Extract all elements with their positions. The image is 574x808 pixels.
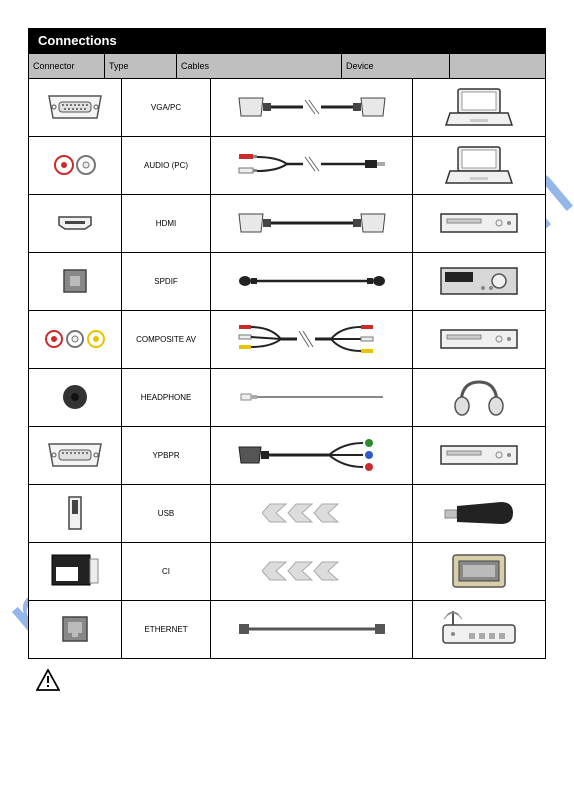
headphones-icon bbox=[449, 376, 509, 418]
table-row: ETHERNET bbox=[29, 601, 546, 659]
header-type: Type bbox=[105, 54, 177, 78]
table-row: COMPOSITE AV bbox=[29, 311, 546, 369]
type-cell: COMPOSITE AV bbox=[122, 311, 210, 369]
header-connector: Connector bbox=[29, 54, 105, 78]
device-cell bbox=[413, 543, 546, 601]
rca-rwy-icon bbox=[44, 328, 106, 350]
vga-cable-icon bbox=[237, 92, 387, 122]
ethernet-port-icon bbox=[60, 614, 90, 644]
warning-icon bbox=[36, 669, 60, 696]
type-cell: VGA/PC bbox=[122, 79, 210, 137]
table-row: YPBPR bbox=[29, 427, 546, 485]
header-device: Device bbox=[342, 54, 450, 78]
headphone-cable-icon bbox=[237, 387, 387, 407]
table-row: AUDIO (PC) bbox=[29, 137, 546, 195]
spdif-port-icon bbox=[61, 267, 89, 295]
spdif-cable-icon bbox=[237, 271, 387, 291]
device-cell bbox=[413, 195, 546, 253]
usb-port-icon bbox=[65, 495, 85, 531]
dvd-player-icon bbox=[439, 210, 519, 236]
device-cell bbox=[413, 427, 546, 485]
cable-cell bbox=[210, 79, 413, 137]
connector-cell bbox=[29, 253, 122, 311]
cable-cell bbox=[210, 311, 413, 369]
connector-cell bbox=[29, 543, 122, 601]
device-cell bbox=[413, 485, 546, 543]
type-cell: ETHERNET bbox=[122, 601, 210, 659]
cam-module-icon bbox=[449, 551, 509, 591]
rca-to-jack-cable-icon bbox=[237, 148, 387, 182]
composite-cable-icon bbox=[237, 321, 387, 357]
cable-cell bbox=[210, 543, 413, 601]
table-row: USB bbox=[29, 485, 546, 543]
amplifier-icon bbox=[439, 264, 519, 298]
type-cell: YPBPR bbox=[122, 427, 210, 485]
ci-slot-icon bbox=[50, 553, 100, 589]
type-cell: AUDIO (PC) bbox=[122, 137, 210, 195]
title-bar: Connections bbox=[28, 28, 546, 54]
vga-port-icon bbox=[45, 442, 105, 468]
hdmi-port-icon bbox=[55, 213, 95, 233]
connections-table: VGA/PC bbox=[28, 78, 546, 659]
type-cell: SPDIF bbox=[122, 253, 210, 311]
chevrons-icon bbox=[262, 558, 362, 584]
ypbpr-cable-icon bbox=[237, 437, 387, 473]
usb-stick-icon bbox=[441, 498, 517, 528]
connector-cell bbox=[29, 601, 122, 659]
chevrons-icon bbox=[262, 500, 362, 526]
type-cell: HDMI bbox=[122, 195, 210, 253]
table-row: VGA/PC bbox=[29, 79, 546, 137]
connector-cell bbox=[29, 195, 122, 253]
ethernet-cable-icon bbox=[237, 620, 387, 638]
device-cell bbox=[413, 601, 546, 659]
dvd-player-icon bbox=[439, 326, 519, 352]
laptop-icon bbox=[444, 143, 514, 187]
cable-cell bbox=[210, 195, 413, 253]
device-cell bbox=[413, 79, 546, 137]
column-headers: Connector Type Cables Device bbox=[28, 54, 546, 78]
connector-cell bbox=[29, 369, 122, 427]
headphone-jack-icon bbox=[60, 382, 90, 412]
hdmi-cable-icon bbox=[237, 208, 387, 238]
page-container: Connections Connector Type Cables Device… bbox=[0, 0, 574, 696]
device-cell bbox=[413, 311, 546, 369]
table-row: HDMI bbox=[29, 195, 546, 253]
type-cell: CI bbox=[122, 543, 210, 601]
table-row: CI bbox=[29, 543, 546, 601]
device-cell bbox=[413, 253, 546, 311]
device-cell bbox=[413, 369, 546, 427]
connector-cell bbox=[29, 79, 122, 137]
header-spare bbox=[450, 54, 545, 78]
connector-cell bbox=[29, 485, 122, 543]
type-cell: USB bbox=[122, 485, 210, 543]
device-cell bbox=[413, 137, 546, 195]
cable-cell bbox=[210, 601, 413, 659]
cable-cell bbox=[210, 369, 413, 427]
header-cables: Cables bbox=[177, 54, 342, 78]
table-row: HEADPHONE bbox=[29, 369, 546, 427]
cable-cell bbox=[210, 485, 413, 543]
dvd-player-icon bbox=[439, 442, 519, 468]
cable-cell bbox=[210, 427, 413, 485]
connector-cell bbox=[29, 311, 122, 369]
rca-rw-icon bbox=[52, 153, 98, 177]
cable-cell bbox=[210, 137, 413, 195]
router-icon bbox=[439, 609, 519, 649]
connector-cell bbox=[29, 427, 122, 485]
table-row: SPDIF bbox=[29, 253, 546, 311]
footer bbox=[28, 659, 546, 696]
connector-cell bbox=[29, 137, 122, 195]
vga-port-icon bbox=[45, 94, 105, 120]
laptop-icon bbox=[444, 85, 514, 129]
cable-cell bbox=[210, 253, 413, 311]
type-cell: HEADPHONE bbox=[122, 369, 210, 427]
